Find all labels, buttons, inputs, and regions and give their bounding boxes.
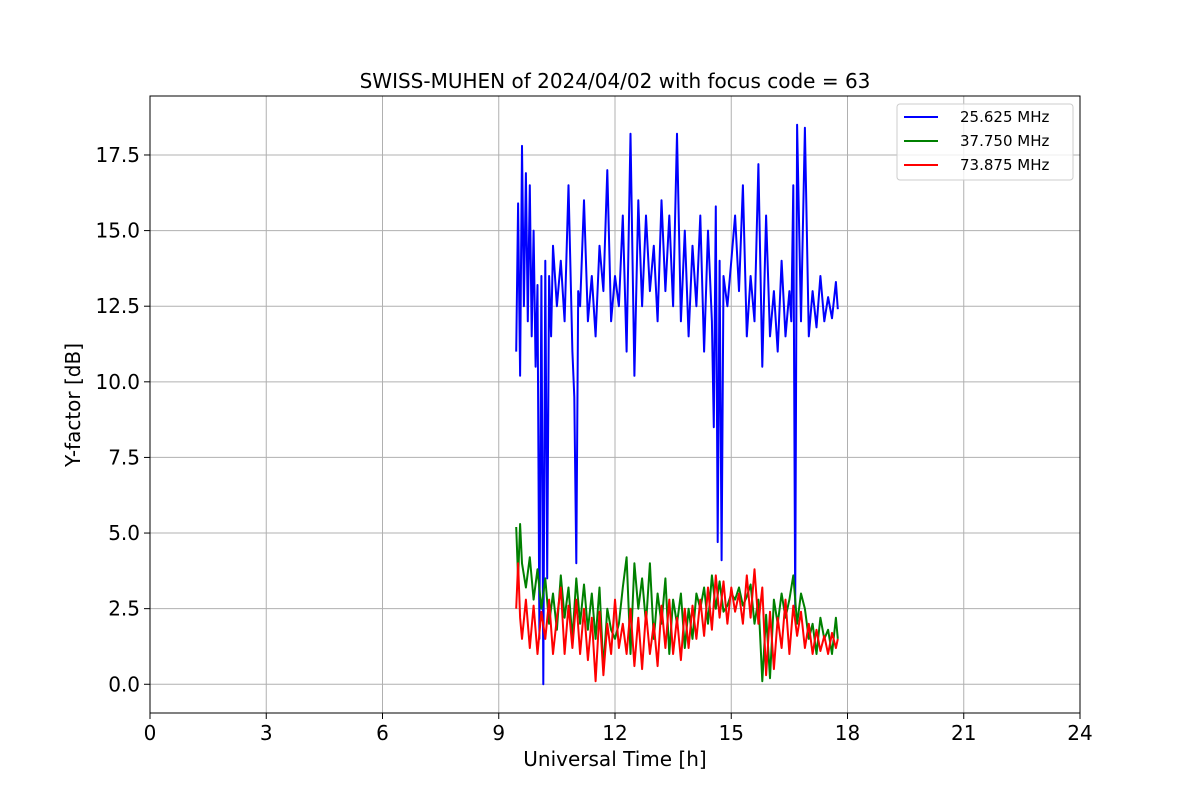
legend: 25.625 MHz 37.750 MHz 73.875 MHz (896, 103, 1074, 181)
x-tick-label: 15 (719, 721, 744, 745)
x-axis-title: Universal Time [h] (523, 747, 706, 771)
y-tick-label: 2.5 (108, 597, 140, 621)
legend-label-73875: 73.875 MHz (960, 156, 1049, 174)
y-tick-label: 12.5 (95, 294, 140, 318)
y-tick-label: 7.5 (108, 445, 140, 469)
series-lines (515, 123, 839, 686)
y-tick-label: 5.0 (108, 521, 140, 545)
x-tick-label: 9 (492, 721, 505, 745)
y-axis-title: Y-factor [dB] (61, 343, 85, 468)
x-axis-ticks: 0 3 6 9 12 15 18 21 24 (144, 713, 1093, 745)
chart-title: SWISS-MUHEN of 2024/04/02 with focus cod… (360, 69, 871, 93)
x-tick-label: 21 (951, 721, 976, 745)
x-tick-label: 0 (144, 721, 157, 745)
x-tick-label: 24 (1067, 721, 1092, 745)
legend-box (896, 103, 1074, 181)
x-tick-label: 3 (260, 721, 273, 745)
legend-label-37750: 37.750 MHz (960, 132, 1049, 150)
series-line-25625 (515, 123, 839, 686)
y-tick-label: 0.0 (108, 672, 140, 696)
y-tick-label: 17.5 (95, 143, 140, 167)
x-tick-label: 18 (835, 721, 860, 745)
y-tick-label: 10.0 (95, 370, 140, 394)
legend-label-25625: 25.625 MHz (960, 108, 1049, 126)
x-tick-label: 12 (602, 721, 627, 745)
series-line-73875 (515, 562, 839, 683)
y-tick-label: 15.0 (95, 219, 140, 243)
y-axis-ticks: 0.0 2.5 5.0 7.5 10.0 12.5 15.0 17.5 (95, 143, 150, 696)
x-tick-label: 6 (376, 721, 389, 745)
